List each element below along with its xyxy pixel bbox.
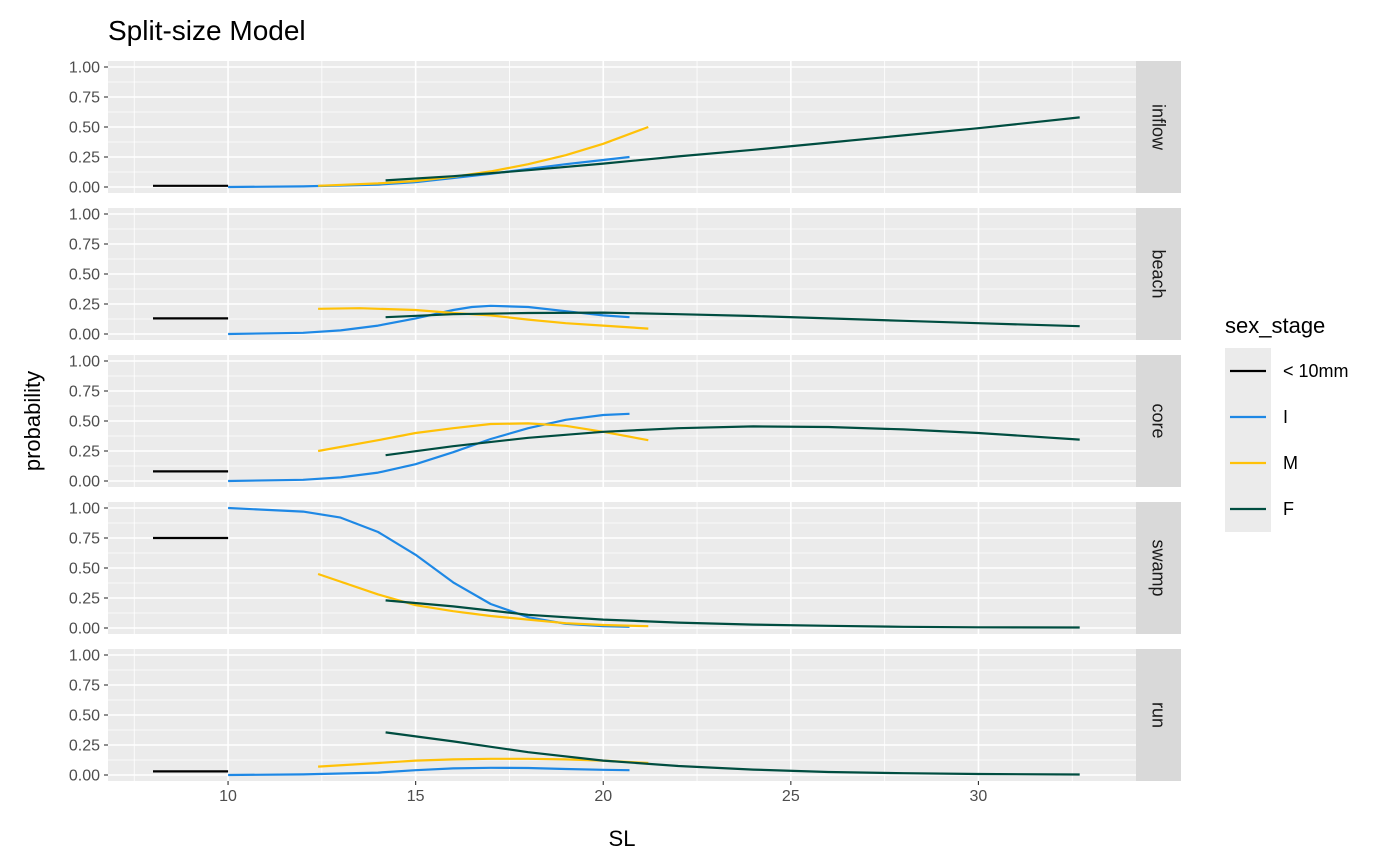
panel-beach: 0.00 0.25 0.50 0.75 1.00 beach	[69, 207, 1181, 344]
series-line-core-i	[228, 412, 630, 483]
legend-label: M	[1283, 453, 1298, 473]
x-tick-label: 30	[970, 788, 988, 805]
y-tick-label: 0.00	[69, 768, 100, 785]
y-tick-label: 0.75	[69, 237, 100, 254]
chart-title: Split-size Model	[108, 15, 306, 46]
series-line-run-i	[228, 766, 630, 777]
legend-item: M	[1225, 440, 1298, 486]
y-tick-label: 1.00	[69, 501, 100, 518]
y-tick-label: 1.00	[69, 354, 100, 371]
legend-label: F	[1283, 499, 1294, 519]
facet-strip-background	[1136, 208, 1181, 340]
facet-strip-label: swamp	[1149, 539, 1169, 596]
series-line-core-f	[385, 425, 1080, 457]
series-line-beach-m	[318, 307, 649, 330]
series-line-core-m	[317, 422, 649, 453]
panel-run: 0.00 0.25 0.50 0.75 1.00 run	[69, 648, 1181, 785]
y-tick-label: 1.00	[69, 648, 100, 665]
facet-strip-background	[1136, 355, 1181, 487]
panel-swamp: 0.00 0.25 0.50 0.75 1.00 swamp	[69, 501, 1181, 638]
facet-strip-label: run	[1149, 702, 1169, 728]
facet-strip-background	[1136, 649, 1181, 781]
y-tick-label: 0.25	[69, 297, 100, 314]
facet-strip-label: inflow	[1149, 104, 1169, 151]
legend-item: I	[1225, 394, 1288, 440]
y-axis-title: probability	[20, 371, 45, 471]
legend-item: < 10mm	[1225, 348, 1349, 394]
series-line-inflow-m	[318, 125, 649, 187]
y-tick-label: 0.75	[69, 90, 100, 107]
y-tick-label: 0.75	[69, 531, 100, 548]
facet-strip-label: core	[1149, 403, 1169, 438]
series-line-beach-f	[385, 311, 1080, 328]
y-tick-label: 0.50	[69, 708, 100, 725]
y-tick-label: 0.25	[69, 150, 100, 167]
y-tick-label: 0.00	[69, 180, 100, 197]
y-tick-label: 0.25	[69, 591, 100, 608]
x-tick-label: 15	[407, 788, 425, 805]
legend: sex_stage < 10mm I M F	[1225, 313, 1349, 532]
x-axis-title: SL	[609, 826, 636, 851]
legend-title: sex_stage	[1225, 313, 1325, 338]
y-tick-label: 0.00	[69, 474, 100, 491]
legend-item: F	[1225, 486, 1294, 532]
y-tick-label: 0.50	[69, 120, 100, 137]
x-tick-label: 25	[782, 788, 800, 805]
y-tick-label: 0.50	[69, 561, 100, 578]
y-tick-label: 1.00	[69, 207, 100, 224]
facet-panels: 0.000.250.500.751.00inflow0.000.250.500.…	[69, 60, 1181, 785]
y-tick-label: 0.25	[69, 738, 100, 755]
panel-core: 0.00 0.25 0.50 0.75 1.00 core	[69, 354, 1181, 491]
y-tick-label: 0.75	[69, 384, 100, 401]
y-tick-label: 0.50	[69, 267, 100, 284]
x-axis: 10 15 20 25 30	[219, 781, 987, 805]
y-tick-label: 0.25	[69, 444, 100, 461]
facet-strip-background	[1136, 61, 1181, 193]
facet-strip-label: beach	[1149, 249, 1169, 298]
series-line-swamp-f	[385, 599, 1080, 629]
series-line-inflow-f	[385, 116, 1080, 182]
y-tick-label: 0.00	[69, 327, 100, 344]
x-tick-label: 20	[594, 788, 612, 805]
series-line-run-f	[385, 731, 1080, 776]
facet-strip-background	[1136, 502, 1181, 634]
x-tick-label: 10	[219, 788, 237, 805]
y-tick-label: 1.00	[69, 60, 100, 77]
y-tick-label: 0.50	[69, 414, 100, 431]
y-tick-label: 0.00	[69, 621, 100, 638]
series-line-swamp-m	[317, 572, 649, 628]
legend-label: I	[1283, 407, 1288, 427]
panel-inflow: 0.00 0.25 0.50 0.75 1.00 inflow	[69, 60, 1181, 197]
legend-label: < 10mm	[1283, 361, 1349, 381]
y-tick-label: 0.75	[69, 678, 100, 695]
